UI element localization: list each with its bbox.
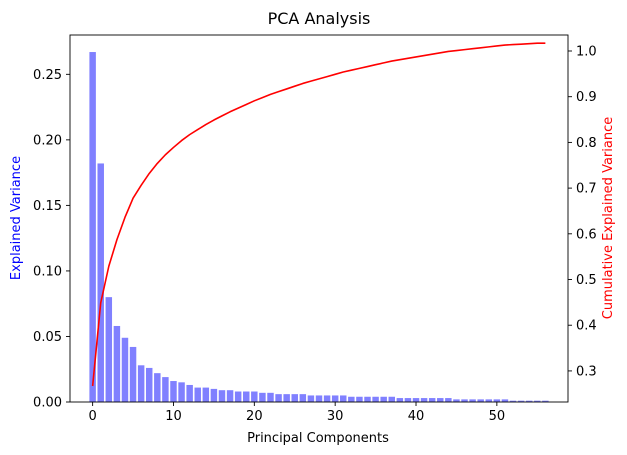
y-tick-label-left: 0.25 <box>33 68 62 83</box>
bar <box>404 398 412 402</box>
x-tick-label: 0 <box>88 409 96 424</box>
x-tick-label: 50 <box>489 409 506 424</box>
chart-title: PCA Analysis <box>268 9 371 28</box>
y-axis-label-right: Cumulative Explained Variance <box>601 117 616 319</box>
bar <box>534 400 541 402</box>
bar <box>477 399 484 402</box>
y-axis-label-left: Explained Variance <box>9 156 24 280</box>
y-tick-label-right: 0.8 <box>576 136 597 151</box>
bar <box>283 394 290 402</box>
bar <box>525 400 533 402</box>
bar <box>340 395 347 402</box>
y-tick-label-right: 0.4 <box>576 319 597 334</box>
bar <box>218 390 226 402</box>
y-tick-label-right: 0.6 <box>576 227 597 242</box>
y-tick-label-left: 0.00 <box>33 396 62 411</box>
bar <box>154 373 161 402</box>
bar <box>461 399 468 402</box>
bar <box>356 396 363 402</box>
bar <box>291 394 298 402</box>
y-tick-label-left: 0.20 <box>33 133 62 148</box>
bar <box>170 381 177 402</box>
x-axis-label: Principal Components <box>247 431 389 446</box>
bar <box>331 395 339 402</box>
bar <box>396 398 404 402</box>
bar <box>299 394 307 402</box>
bar <box>162 377 169 402</box>
x-tick-label: 10 <box>165 409 182 424</box>
bar <box>420 398 428 402</box>
y-tick-label-left: 0.10 <box>33 264 62 279</box>
bar <box>210 388 218 402</box>
bar <box>517 400 525 402</box>
bar <box>129 346 137 402</box>
bar <box>105 297 113 402</box>
bar <box>501 399 509 402</box>
bar <box>323 395 331 402</box>
y-tick-label-right: 1.0 <box>576 44 597 59</box>
bar <box>97 163 104 402</box>
bar <box>113 325 121 402</box>
bar <box>348 396 355 402</box>
bar <box>194 387 201 402</box>
bar <box>259 392 266 402</box>
y-tick-label-right: 0.7 <box>576 182 597 197</box>
x-tick-label: 20 <box>246 409 263 424</box>
bar <box>485 399 493 402</box>
y-tick-label-left: 0.05 <box>33 330 62 345</box>
bar <box>445 398 452 402</box>
line-series <box>91 42 546 387</box>
bar <box>364 396 371 402</box>
bar <box>372 396 379 402</box>
bar <box>251 391 258 402</box>
tick-labels: 0 10 20 30 40 50 0.00 0.05 0.10 0.15 0.20 0.25 0.3 0.… <box>33 44 597 424</box>
bar <box>428 398 436 402</box>
bar <box>542 400 549 402</box>
bar <box>388 396 395 402</box>
x-tick-label: 40 <box>408 409 425 424</box>
bar <box>202 387 210 402</box>
bar <box>275 394 282 402</box>
bar <box>234 391 242 402</box>
bar <box>243 391 250 402</box>
axes <box>66 34 572 406</box>
bar-series <box>89 52 549 402</box>
bar <box>469 399 476 402</box>
bar <box>315 395 323 402</box>
bar <box>509 400 517 402</box>
bar <box>186 384 193 402</box>
x-tick-label: 30 <box>327 409 344 424</box>
bar <box>89 52 96 402</box>
bar <box>380 396 387 402</box>
bar <box>226 390 234 402</box>
bar <box>121 337 129 402</box>
y-tick-label-right: 0.9 <box>576 90 597 105</box>
plot-frame <box>69 34 569 403</box>
bar <box>412 398 420 402</box>
bar <box>437 398 444 402</box>
bar <box>493 399 501 402</box>
bar <box>453 399 460 402</box>
bar <box>145 367 153 402</box>
y-tick-label-left: 0.15 <box>33 199 62 214</box>
bar <box>178 382 185 402</box>
bar <box>267 392 274 402</box>
y-tick-label-right: 0.3 <box>576 364 597 379</box>
cumulative-line <box>91 42 546 387</box>
bar <box>137 365 145 402</box>
y-tick-label-right: 0.5 <box>576 273 597 288</box>
bar <box>307 395 315 402</box>
